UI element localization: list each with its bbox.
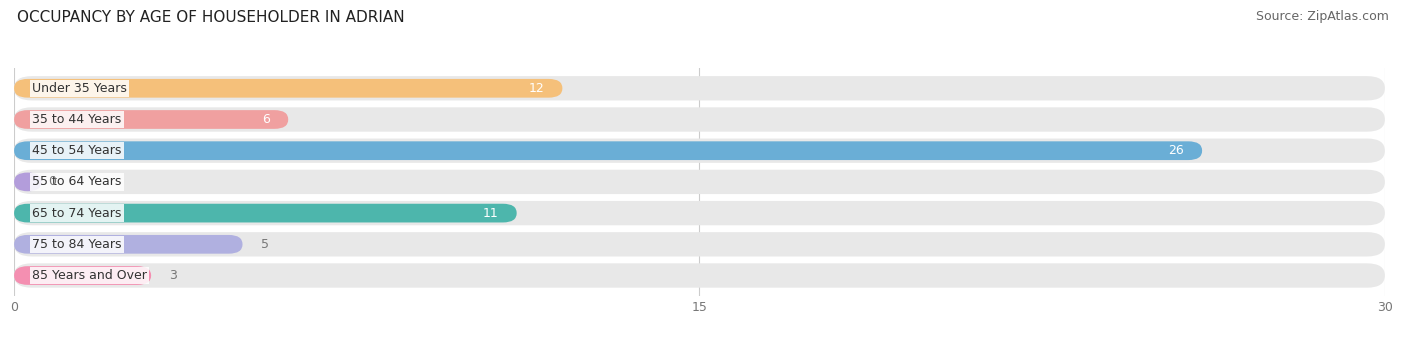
- FancyBboxPatch shape: [14, 107, 1385, 132]
- Text: 45 to 54 Years: 45 to 54 Years: [32, 144, 122, 157]
- FancyBboxPatch shape: [14, 232, 1385, 256]
- FancyBboxPatch shape: [14, 79, 562, 98]
- Text: 85 Years and Over: 85 Years and Over: [32, 269, 148, 282]
- FancyBboxPatch shape: [14, 235, 243, 254]
- FancyBboxPatch shape: [14, 141, 1202, 160]
- FancyBboxPatch shape: [14, 110, 288, 129]
- FancyBboxPatch shape: [14, 204, 517, 222]
- FancyBboxPatch shape: [14, 266, 152, 285]
- FancyBboxPatch shape: [14, 264, 1385, 288]
- Text: 55 to 64 Years: 55 to 64 Years: [32, 175, 122, 188]
- Text: OCCUPANCY BY AGE OF HOUSEHOLDER IN ADRIAN: OCCUPANCY BY AGE OF HOUSEHOLDER IN ADRIA…: [17, 10, 405, 25]
- Text: 3: 3: [170, 269, 177, 282]
- FancyBboxPatch shape: [14, 172, 42, 191]
- Text: 11: 11: [482, 207, 499, 220]
- FancyBboxPatch shape: [14, 201, 1385, 225]
- Text: 65 to 74 Years: 65 to 74 Years: [32, 207, 122, 220]
- Text: 6: 6: [262, 113, 270, 126]
- Text: 35 to 44 Years: 35 to 44 Years: [32, 113, 121, 126]
- Text: Under 35 Years: Under 35 Years: [32, 82, 127, 95]
- Text: 26: 26: [1168, 144, 1184, 157]
- FancyBboxPatch shape: [14, 76, 1385, 100]
- Text: 0: 0: [48, 175, 56, 188]
- FancyBboxPatch shape: [14, 138, 1385, 163]
- FancyBboxPatch shape: [14, 170, 1385, 194]
- Text: 5: 5: [262, 238, 269, 251]
- Text: Source: ZipAtlas.com: Source: ZipAtlas.com: [1256, 10, 1389, 23]
- Text: 75 to 84 Years: 75 to 84 Years: [32, 238, 122, 251]
- Text: 12: 12: [529, 82, 544, 95]
